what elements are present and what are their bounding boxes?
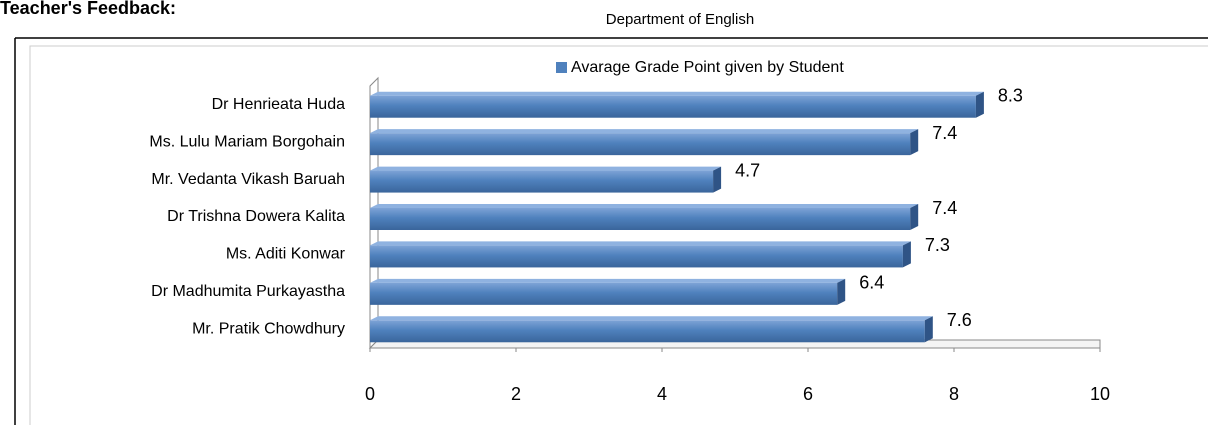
bar-end [713,166,722,193]
x-tick-label: 10 [1090,384,1110,404]
heading: Teacher's Feedback: [0,0,176,18]
legend-swatch [556,62,567,73]
legend-label: Avarage Grade Point given by Student [571,59,844,76]
bar [370,208,911,230]
bar [370,245,903,268]
bar-end [910,204,919,230]
value-label: 7.3 [925,235,950,255]
bar [370,320,925,343]
bar [370,133,911,156]
bar-top [370,278,846,283]
y-tick-label: Mr. Vedanta Vikash Baruah [151,171,345,188]
value-label: 7.4 [932,123,957,143]
plot-frame [29,45,1208,425]
y-tick-label: Dr Henrieata Huda [212,96,346,113]
x-tick-label: 0 [365,384,375,404]
x-tick-label: 8 [949,384,959,404]
bar-end [902,241,911,268]
bar [370,95,976,118]
x-tick-label: 2 [511,384,521,404]
bar-end [975,91,984,118]
value-label: 4.7 [735,160,760,180]
bar-end [910,129,919,156]
y-tick-label: Dr Madhumita Purkayastha [151,283,345,300]
bar [370,170,714,193]
bar-top [370,204,919,208]
value-label: 7.4 [932,198,957,218]
bar [370,282,838,305]
bar-end [837,278,846,305]
bar-end [924,316,933,343]
y-tick-label: Ms. Aditi Konwar [226,246,346,263]
bar-top [370,316,933,321]
chart-title: Department of English [606,11,754,28]
y-tick-label: Mr. Pratik Chowdhury [192,321,345,338]
bar-top [370,241,911,246]
bar-top [370,129,919,134]
y-tick-label: Ms. Lulu Mariam Borgohain [149,133,345,150]
bar-top [370,91,984,96]
x-tick-label: 6 [803,384,813,404]
value-label: 8.3 [998,85,1023,105]
x-tick-label: 4 [657,384,667,404]
bar-top [370,166,722,171]
value-label: 7.6 [947,310,972,330]
value-label: 6.4 [859,273,884,293]
y-tick-label: Dr Trishna Dowera Kalita [167,208,345,225]
